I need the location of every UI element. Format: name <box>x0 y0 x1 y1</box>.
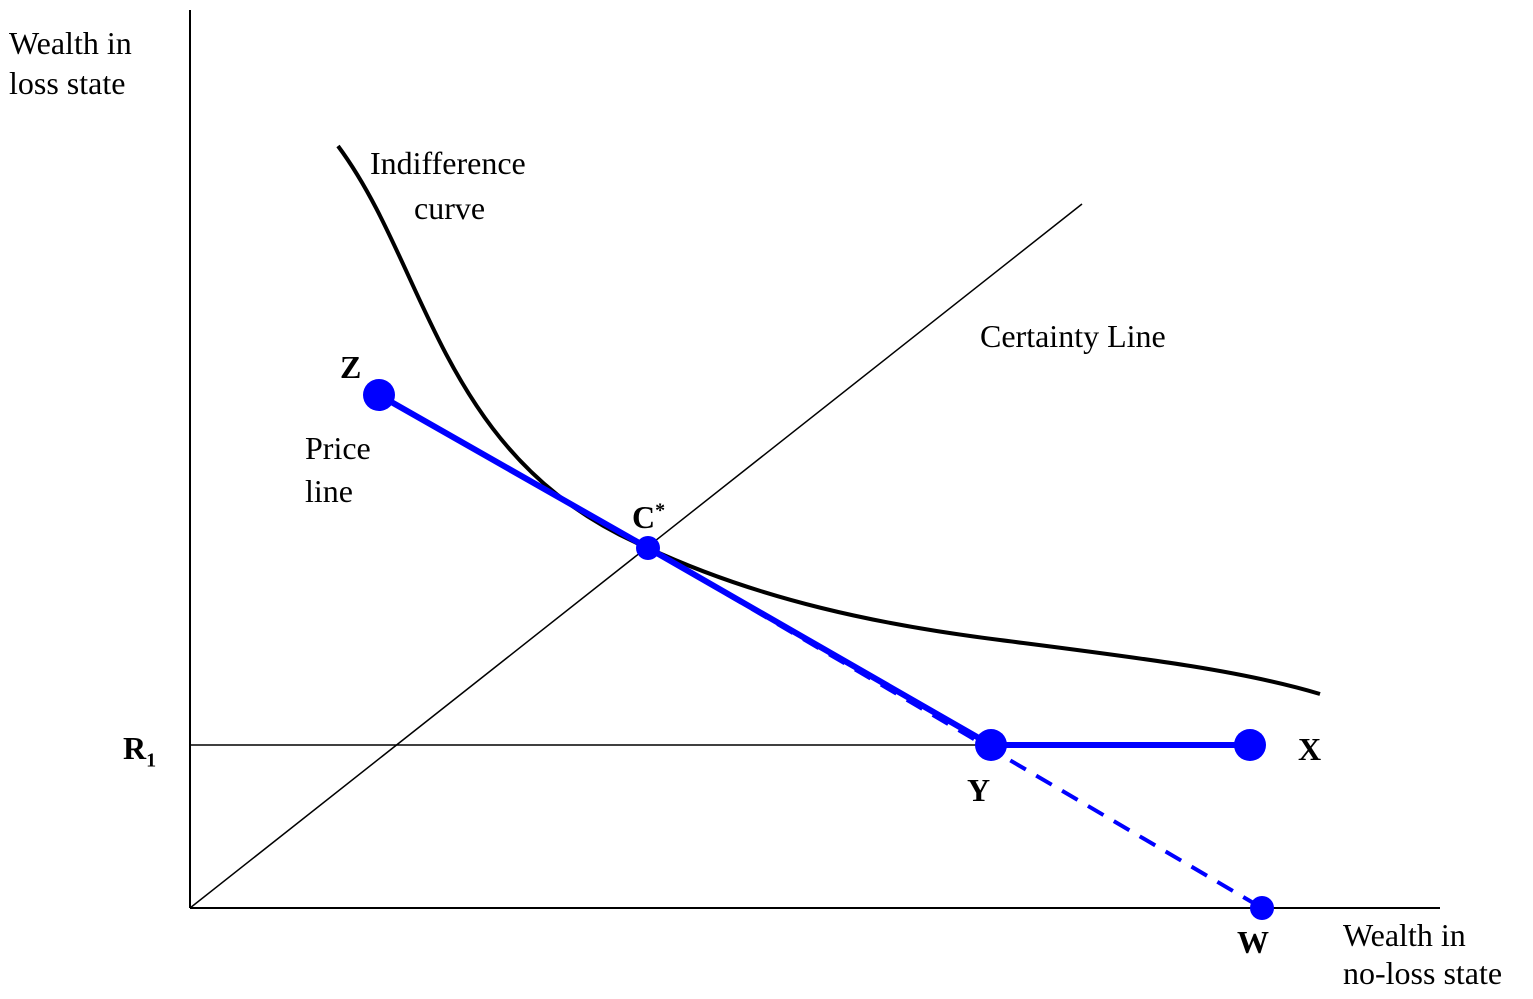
point-w-label: W <box>1237 924 1269 960</box>
point-z <box>363 379 395 411</box>
price-line-label-line2: line <box>305 473 353 509</box>
point-c-star-label: C* <box>632 497 665 537</box>
price-line <box>377 392 993 748</box>
r1-base: R <box>123 730 147 766</box>
x-axis-label-line1: Wealth in <box>1343 917 1466 953</box>
point-x <box>1234 729 1266 761</box>
point-c-superscript: * <box>655 499 666 522</box>
x-axis-label-line2: no-loss state <box>1343 955 1503 991</box>
point-y-label: Y <box>967 772 991 808</box>
certainty-line <box>189 203 1083 909</box>
indifference-label-line2: curve <box>414 190 486 226</box>
certainty-line-label: Certainty Line <box>980 318 1166 354</box>
indifference-label-line1: Indifference <box>370 145 526 181</box>
point-y <box>975 729 1007 761</box>
point-c-star <box>636 536 660 560</box>
y-axis-label-line2: loss state <box>9 65 126 101</box>
indifference-curve <box>336 144 1321 696</box>
point-z-label: Z <box>340 349 362 385</box>
r1-label: R1 <box>123 728 157 772</box>
y-axis-label-line1: Wealth in <box>9 25 132 61</box>
price-line-label-line1: Price <box>305 430 371 466</box>
point-c-base: C <box>632 499 656 535</box>
point-x-label: X <box>1298 731 1322 767</box>
r1-subscript: 1 <box>146 749 157 772</box>
point-w <box>1250 896 1274 920</box>
